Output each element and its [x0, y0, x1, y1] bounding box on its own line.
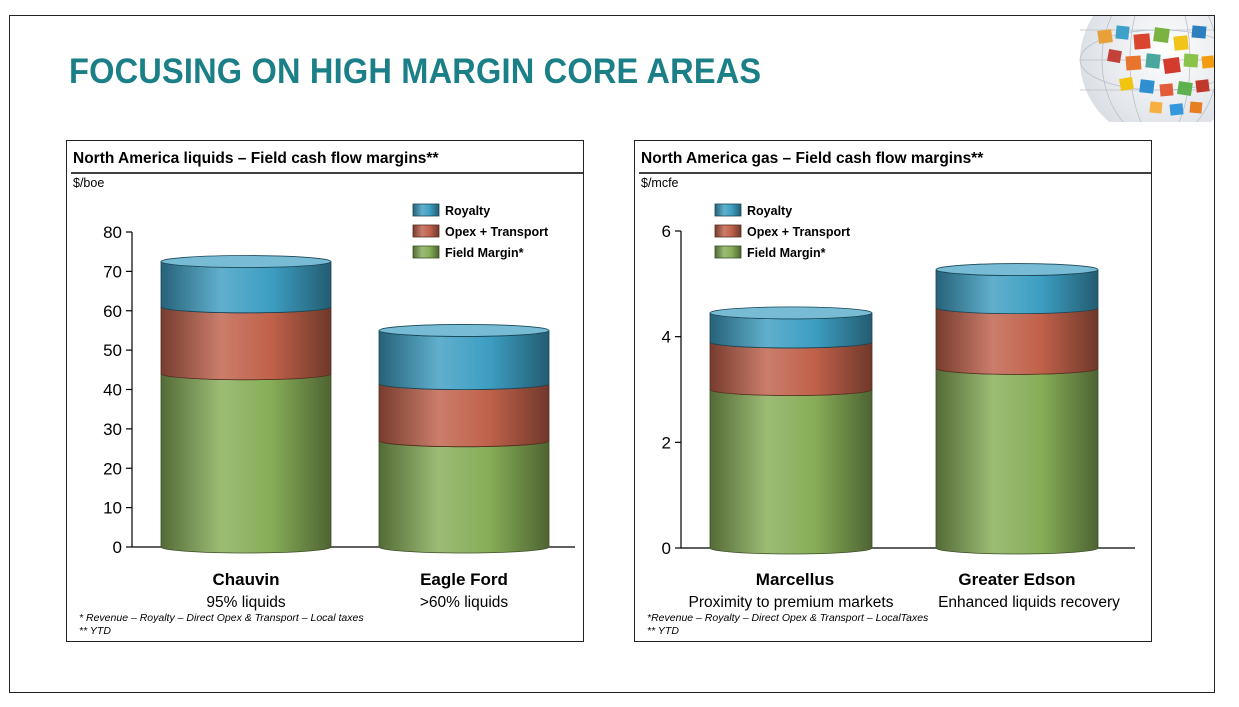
y-tick-label: 6: [662, 222, 671, 241]
category-sublabel: 95% liquids: [206, 594, 286, 611]
bar-top-cap: [935, 263, 1099, 276]
y-tick-label: 80: [103, 223, 122, 242]
bar-segment-royalty: [378, 330, 550, 390]
bar-segment-opex-transport: [709, 341, 873, 396]
y-tick-label: 30: [103, 420, 122, 439]
y-tick-label: 10: [103, 499, 122, 518]
legend-swatch: [714, 203, 742, 217]
y-tick-label: 0: [113, 538, 122, 557]
bar-eagle-ford: [378, 324, 550, 554]
y-tick-label: 50: [103, 341, 122, 360]
legend-swatch: [714, 224, 742, 238]
legend-swatch: [412, 245, 440, 259]
bar-segment-opex-transport: [160, 306, 332, 381]
y-axis-unit: $/mcfe: [641, 176, 679, 190]
y-tick-label: 4: [662, 328, 671, 347]
category-label: Greater Edson: [958, 570, 1075, 589]
legend-swatch: [714, 245, 742, 259]
legend: Royalty Opex + Transport Field Margin*: [714, 203, 851, 260]
slide-title: FOCUSING ON HIGH MARGIN CORE AREAS: [69, 52, 762, 91]
footnote: ** YTD: [79, 625, 111, 637]
bar-segment-opex-transport: [378, 383, 550, 448]
bar-top-cap: [378, 324, 550, 337]
bar-top-cap: [160, 255, 332, 268]
bar-greater-edson: [935, 263, 1099, 555]
category-label: Marcellus: [756, 570, 834, 589]
bar-marcellus: [709, 306, 873, 555]
footnote: * Revenue – Royalty – Direct Opex & Tran…: [79, 612, 364, 624]
legend-label: Field Margin*: [747, 246, 826, 260]
y-tick-label: 0: [662, 539, 671, 558]
bar-top-cap: [709, 306, 873, 320]
chart-title: North America liquids – Field cash flow …: [73, 150, 439, 167]
globe-logo-icon: [1079, 16, 1214, 122]
liquids-chart: North America liquids – Field cash flow …: [71, 150, 583, 637]
bar-segment-field-margin: [709, 389, 873, 555]
legend-swatch: [412, 224, 440, 238]
bar-chauvin: [160, 255, 332, 554]
legend-swatch: [412, 203, 440, 217]
y-tick-label: 20: [103, 459, 122, 478]
gas-chart: North America gas – Field cash flow marg…: [639, 150, 1151, 637]
liquids-chart-panel: North America liquids – Field cash flow …: [66, 140, 584, 642]
category-sublabel: Proximity to premium markets: [689, 594, 894, 611]
y-tick-label: 40: [103, 381, 122, 400]
gas-chart-panel: North America gas – Field cash flow marg…: [634, 140, 1152, 642]
bar-segment-field-margin: [160, 373, 332, 554]
bar-segment-opex-transport: [935, 307, 1099, 375]
category-sublabel: >60% liquids: [420, 594, 509, 611]
legend-label: Royalty: [445, 204, 490, 218]
legend: Royalty Opex + Transport Field Margin*: [412, 203, 549, 260]
bar-segment-royalty: [935, 269, 1099, 315]
y-tick-label: 70: [103, 262, 122, 281]
legend-label: Royalty: [747, 204, 792, 218]
category-sublabel: Enhanced liquids recovery: [938, 594, 1120, 611]
chart-title: North America gas – Field cash flow marg…: [641, 150, 984, 167]
bar-segment-royalty: [160, 261, 332, 314]
legend-label: Opex + Transport: [445, 225, 549, 239]
legend-label: Opex + Transport: [747, 225, 851, 239]
plot-area: 0 10 20 30 40 50 60 70 80 Royalty Opex + Transport…: [103, 203, 575, 557]
legend-label: Field Margin*: [445, 246, 524, 260]
footnote: *Revenue – Royalty – Direct Opex & Trans…: [647, 612, 929, 624]
bar-segment-field-margin: [935, 368, 1099, 555]
bar-segment-field-margin: [378, 440, 550, 554]
plot-area: 0 2 4 6 Royalty Opex + Transport Field Margin*: [662, 203, 1135, 558]
category-label: Chauvin: [212, 570, 279, 589]
y-axis-unit: $/boe: [73, 176, 104, 190]
y-tick-label: 2: [662, 433, 671, 452]
y-tick-label: 60: [103, 302, 122, 321]
footnote: ** YTD: [647, 625, 679, 637]
category-label: Eagle Ford: [420, 570, 508, 589]
